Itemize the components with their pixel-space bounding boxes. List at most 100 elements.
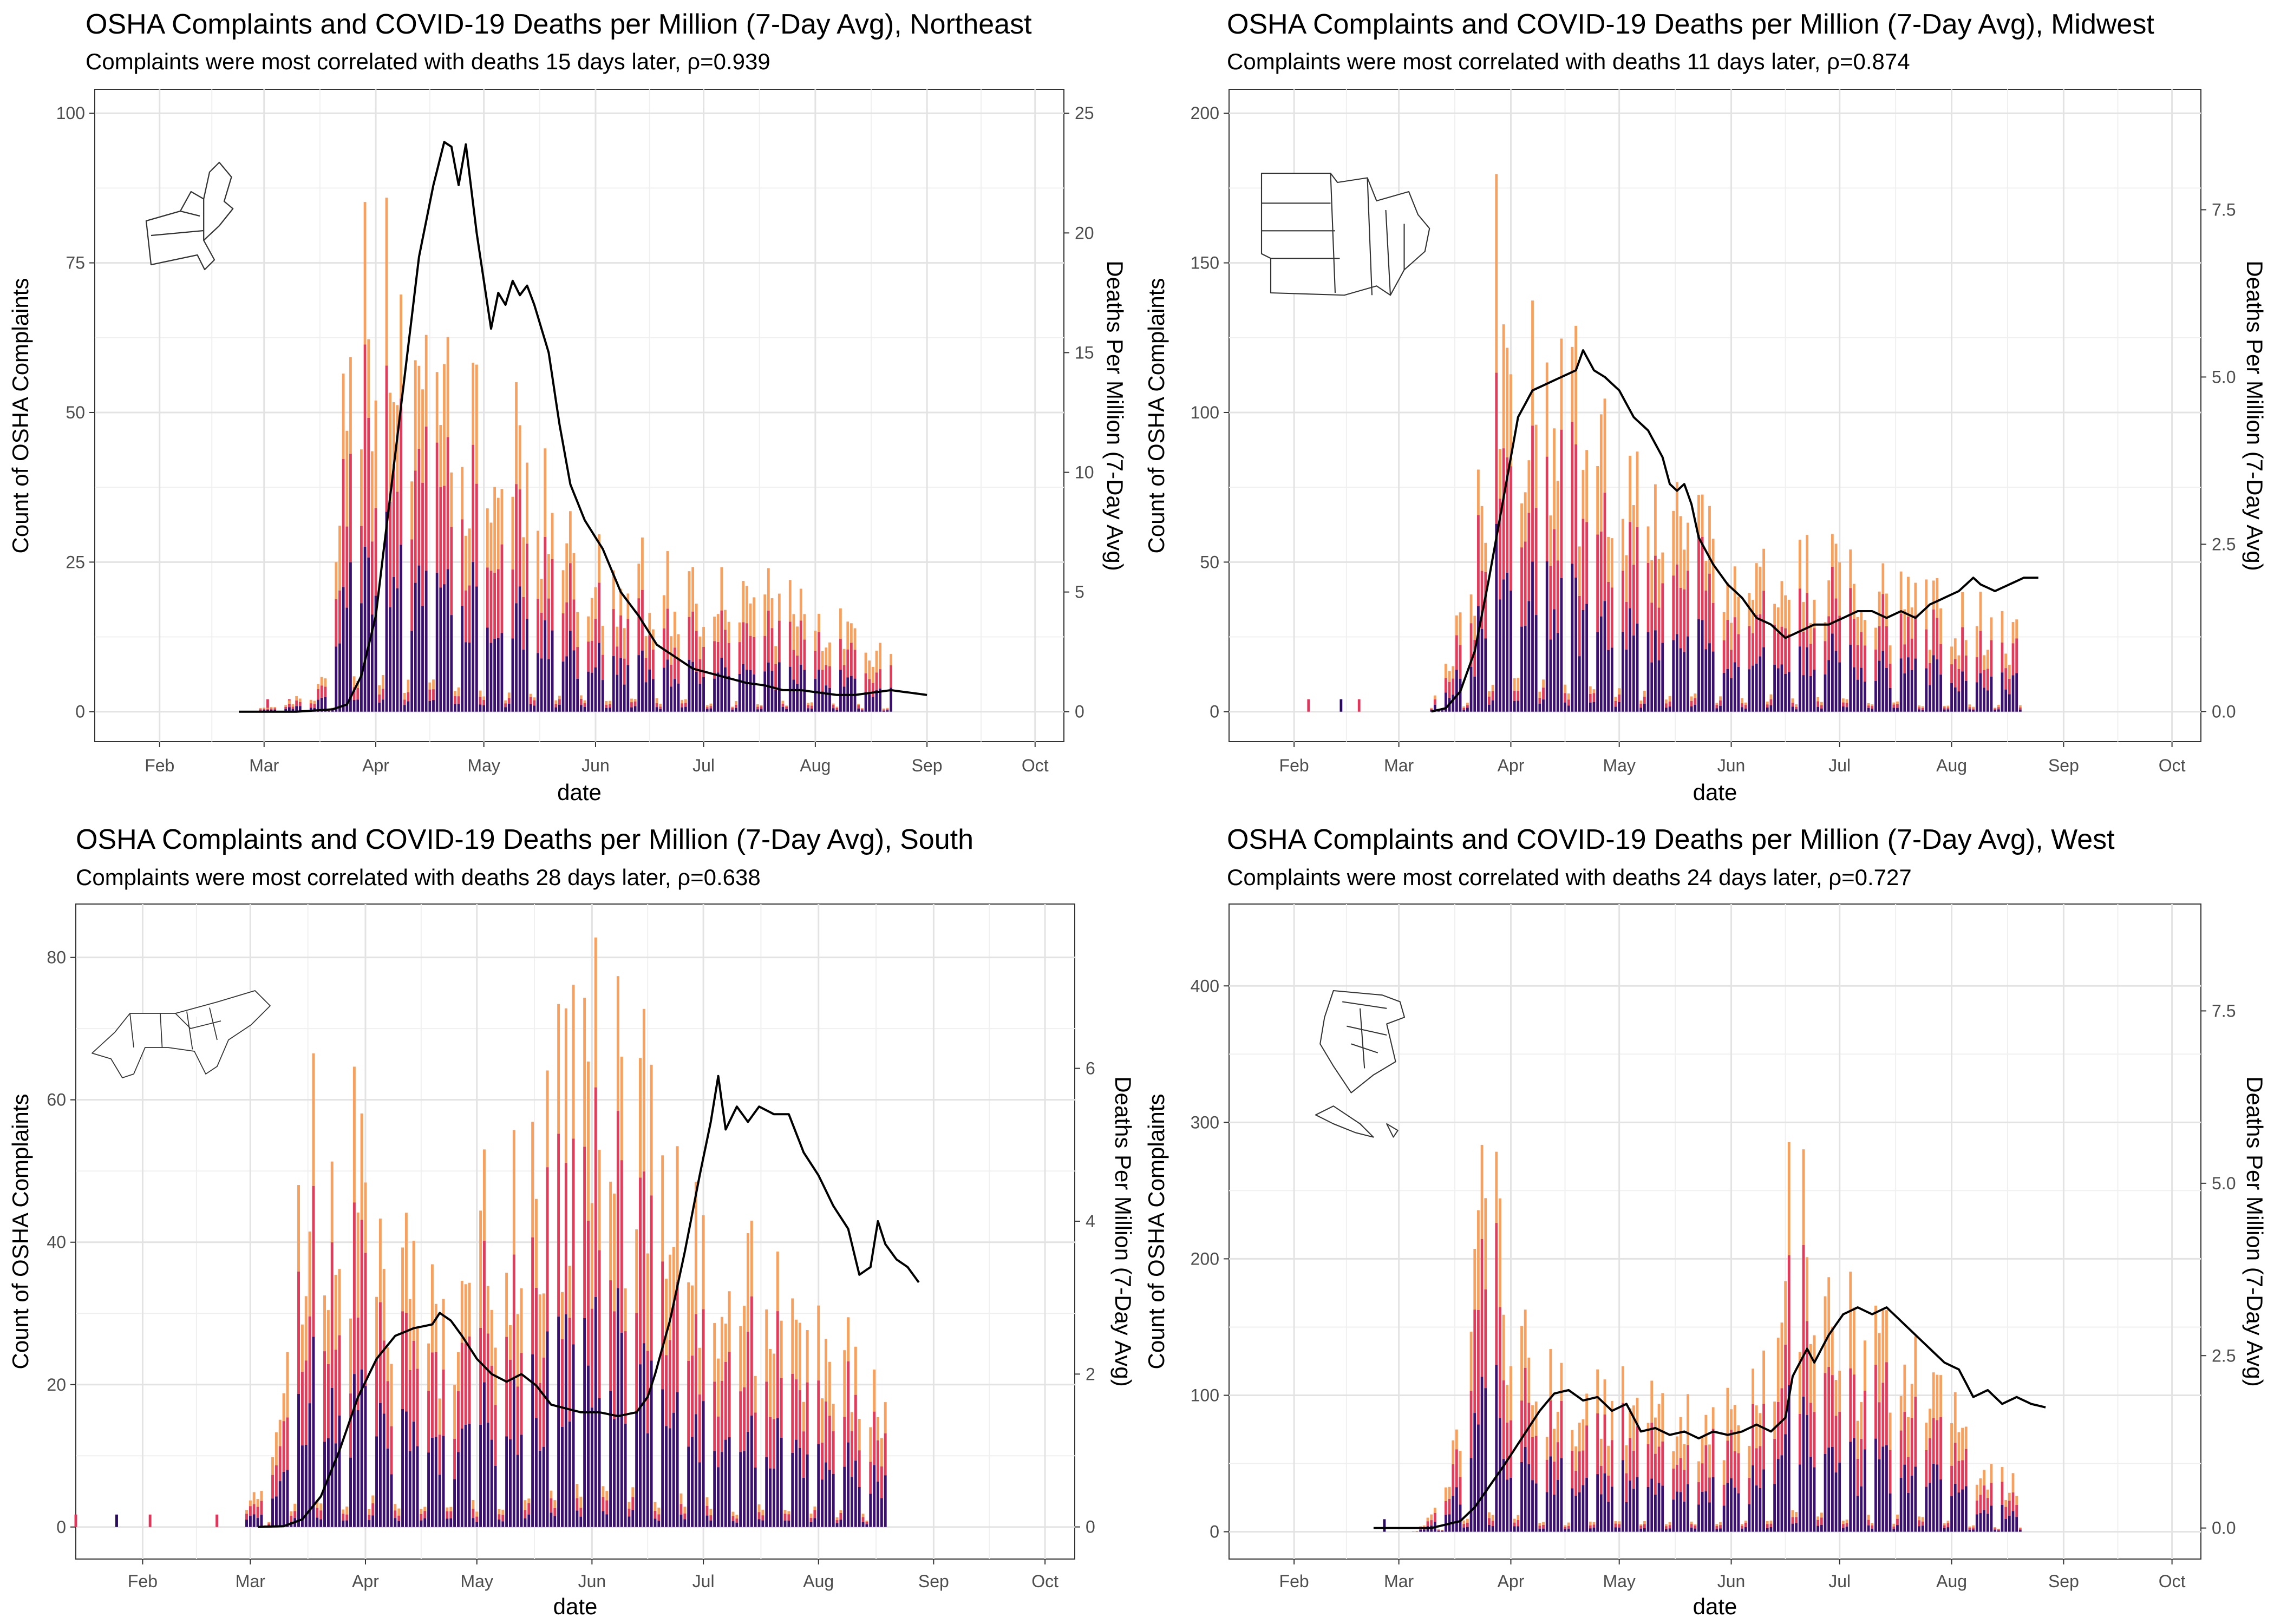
bar-segment-red bbox=[616, 646, 619, 675]
bar-segment-red bbox=[1809, 1403, 1812, 1457]
bar-segment-red bbox=[1672, 1468, 1675, 1500]
bar-segment-orange bbox=[544, 448, 547, 537]
bar-segment-purple bbox=[1694, 705, 1697, 712]
bar-segment-purple bbox=[749, 670, 752, 712]
bar-segment-red bbox=[1722, 1484, 1726, 1506]
bar-segment-purple bbox=[695, 672, 698, 712]
bar-segment-orange bbox=[832, 703, 835, 705]
x-tick-label: Apr bbox=[1498, 1571, 1525, 1591]
bar-segment-orange bbox=[1838, 1371, 1841, 1412]
bar-segment-orange bbox=[882, 708, 885, 710]
bar-segment-orange bbox=[1708, 506, 1711, 574]
y-tick-label: 20 bbox=[47, 1375, 66, 1394]
bar-segment-orange bbox=[295, 696, 298, 701]
bar-segment-red bbox=[518, 489, 521, 587]
bar-segment-red bbox=[809, 1518, 813, 1522]
bar-segment-orange bbox=[1571, 1430, 1574, 1451]
bar-segment-purple bbox=[1802, 675, 1805, 712]
bar-segment-orange bbox=[1853, 1307, 1855, 1375]
bar-segment-orange bbox=[1629, 1408, 1632, 1438]
bar-segment-purple bbox=[245, 1520, 248, 1527]
region-map-outline bbox=[145, 161, 234, 271]
bar-segment-purple bbox=[1798, 1464, 1801, 1532]
bar-segment-orange bbox=[587, 1061, 590, 1221]
bar-segment-purple bbox=[1964, 1486, 1968, 1532]
bar-segment-purple bbox=[1936, 1464, 1939, 1532]
bar-segment-orange bbox=[504, 700, 507, 704]
bar-segment-purple bbox=[1683, 652, 1686, 712]
bar-segment-purple bbox=[300, 1445, 304, 1527]
bar-segment-purple bbox=[1730, 678, 1733, 712]
bar-segment-red bbox=[1582, 519, 1585, 610]
bar-segment-purple bbox=[605, 1514, 609, 1527]
bar-segment-purple bbox=[390, 1474, 393, 1527]
bar-segment-purple bbox=[750, 1415, 753, 1527]
bar-segment-orange bbox=[1462, 706, 1466, 708]
bar-segment-red bbox=[824, 1401, 827, 1463]
bar-segment-orange bbox=[1983, 655, 1986, 670]
bar-segment-red bbox=[472, 1508, 475, 1518]
bar-segment-red bbox=[1994, 1528, 1997, 1530]
bar-segment-purple bbox=[1495, 1365, 1498, 1532]
bar-segment-purple bbox=[561, 1426, 564, 1527]
bar-segment-purple bbox=[446, 1518, 449, 1527]
bar-segment-red bbox=[1650, 603, 1654, 663]
bar-segment-purple bbox=[1889, 687, 1892, 712]
x-tick-label: Apr bbox=[1498, 756, 1525, 775]
bar-segment-purple bbox=[687, 1446, 690, 1527]
chart-title: OSHA Complaints and COVID-19 Deaths per … bbox=[1227, 824, 2115, 855]
bar-segment-orange bbox=[1769, 694, 1773, 700]
bar-segment-purple bbox=[1571, 564, 1574, 712]
bar-segment-orange bbox=[1665, 699, 1668, 704]
bar-segment-purple bbox=[482, 1382, 486, 1527]
bar-segment-red bbox=[1433, 1512, 1436, 1522]
bar-segment-orange bbox=[370, 451, 374, 542]
bar-segment-orange bbox=[1776, 607, 1780, 633]
bar-segment-orange bbox=[1433, 695, 1436, 700]
bar-segment-purple bbox=[1719, 705, 1722, 712]
deaths-line bbox=[1431, 349, 2038, 713]
bar-segment-purple bbox=[1534, 615, 1538, 712]
bar-segment-orange bbox=[648, 613, 651, 636]
bar-segment-red bbox=[529, 697, 532, 704]
bar-segment-red bbox=[317, 689, 319, 700]
bar-segment-red bbox=[1506, 457, 1509, 573]
y-tick-label: 40 bbox=[47, 1233, 66, 1252]
bar-segment-red bbox=[1589, 693, 1592, 703]
bar-segment-red bbox=[886, 709, 889, 711]
bar-segment-red bbox=[652, 649, 655, 679]
bar-segment-purple bbox=[619, 658, 622, 712]
bar-segment-red bbox=[1871, 1525, 1874, 1529]
bar-segment-orange bbox=[1657, 559, 1661, 608]
x-tick-label: Jul bbox=[692, 1571, 715, 1591]
bar-segment-red bbox=[1556, 1442, 1559, 1480]
bar-segment-purple bbox=[1433, 704, 1436, 712]
bar-segment-red bbox=[417, 449, 421, 566]
bar-segment-orange bbox=[472, 1500, 475, 1509]
bar-segment-red bbox=[1932, 1418, 1935, 1464]
bar-segment-red bbox=[1925, 1450, 1928, 1487]
bar-segment-orange bbox=[1892, 1523, 1896, 1527]
bar-segment-orange bbox=[631, 1487, 635, 1497]
region-map-south bbox=[92, 990, 271, 1078]
bar-segment-red bbox=[681, 703, 684, 708]
bar-segment-purple bbox=[590, 1407, 593, 1527]
bar-segment-orange bbox=[482, 1149, 486, 1241]
bar-segment-red bbox=[1867, 1520, 1870, 1525]
bar-segment-red bbox=[427, 1391, 430, 1453]
bar-segment-purple bbox=[728, 1437, 731, 1527]
bar-segment-red bbox=[1766, 704, 1769, 708]
bar-segment-orange bbox=[293, 1503, 297, 1511]
bar-segment-orange bbox=[1534, 424, 1538, 508]
bar-segment-purple bbox=[2011, 1511, 2015, 1532]
bar-segment-red bbox=[835, 1520, 839, 1523]
bar-segment-red bbox=[370, 541, 374, 615]
bar-segment-purple bbox=[252, 1514, 256, 1527]
bar-segment-red bbox=[1936, 1420, 1939, 1465]
bar-segment-red bbox=[1755, 614, 1758, 664]
bar-segment-orange bbox=[576, 612, 579, 647]
bar-segment-orange bbox=[619, 588, 622, 615]
complaint-bars bbox=[1383, 1142, 2022, 1532]
bar-segment-orange bbox=[813, 1506, 816, 1510]
bar-segment-red bbox=[1791, 703, 1794, 707]
